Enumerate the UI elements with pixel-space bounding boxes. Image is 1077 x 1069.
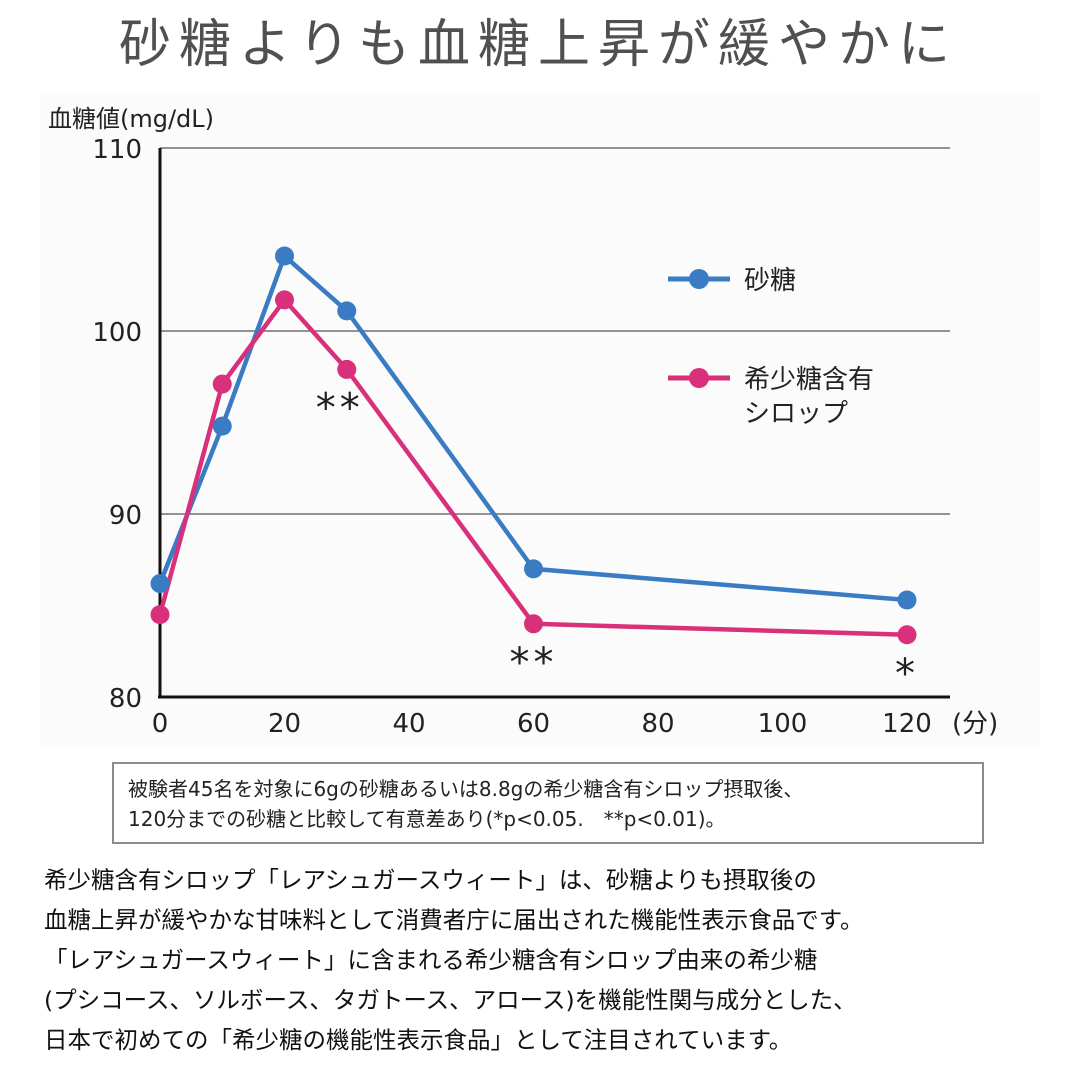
y-tick-label: 90	[109, 501, 142, 531]
data-point-series-1	[337, 301, 357, 321]
x-tick-label: 0	[152, 709, 169, 739]
data-point-series-1	[212, 416, 232, 436]
x-tick-label: 120	[882, 709, 932, 739]
data-point-series-2	[897, 625, 917, 645]
x-axis-label: (分)	[952, 709, 998, 739]
significance-mark: *	[895, 651, 919, 697]
data-point-series-2	[150, 605, 170, 625]
legend-marker-1	[689, 269, 709, 289]
x-tick-label: 60	[517, 709, 550, 739]
data-point-series-1	[150, 574, 170, 594]
significance-mark: **	[510, 640, 558, 686]
significance-mark: **	[316, 385, 364, 431]
description-line-3: 「レアシュガースウィート」に含まれる希少糖含有シロップ由来の希少糖	[44, 946, 818, 974]
x-tick-label: 20	[268, 709, 301, 739]
description: 希少糖含有シロップ「レアシュガースウィート」は、砂糖よりも摂取後の 血糖上昇が緩…	[44, 860, 1064, 1060]
legend-marker-2	[689, 368, 709, 388]
legend-label-2-a: 希少糖含有	[744, 365, 874, 395]
description-line-4: (プシコース、ソルボース、タガトース、アロース)を機能性関与成分とした、	[44, 986, 857, 1014]
series-line-2	[157, 297, 908, 638]
x-tick-label: 80	[641, 709, 674, 739]
data-point-series-2	[337, 359, 357, 379]
x-tick-label: 40	[392, 709, 425, 739]
y-tick-label: 110	[92, 135, 142, 165]
y-axis-label: 血糖値(mg/dL)	[48, 105, 214, 133]
note-line-2: 120分までの砂糖と比較して有意差あり(*p<0.05. **p<0.01)。	[128, 807, 726, 831]
series-line-1	[157, 253, 908, 603]
page-title: 砂糖よりも血糖上昇が緩やかに	[119, 15, 958, 75]
description-line-2: 血糖上昇が緩やかな甘味料として消費者庁に届出された機能性表示食品です。	[44, 906, 864, 934]
x-tick-label: 100	[758, 709, 808, 739]
description-line-1: 希少糖含有シロップ「レアシュガースウィート」は、砂糖よりも摂取後の	[44, 866, 817, 894]
chart-background	[40, 95, 1040, 745]
data-point-series-1	[524, 559, 543, 579]
data-point-series-2	[212, 374, 232, 394]
data-point-series-1	[275, 246, 294, 266]
data-point-series-2	[524, 614, 543, 634]
note-line-1: 被験者45名を対象に6gの砂糖あるいは8.8gの希少糖含有シロップ摂取後、	[128, 777, 804, 801]
description-line-5: 日本で初めての「希少糖の機能性表示食品」として注目されています。	[44, 1026, 793, 1054]
y-tick-label: 100	[92, 318, 142, 348]
legend-label-2-b: シロップ	[744, 399, 848, 429]
y-tick-label: 80	[109, 684, 142, 714]
data-point-series-2	[275, 290, 294, 310]
chart: 血糖値(mg/dL) (分) 80 90 100 110 0 20 40 60 80 100 120…	[40, 95, 1040, 745]
data-point-series-1	[897, 590, 917, 610]
note-box: 被験者45名を対象に6gの砂糖あるいは8.8gの希少糖含有シロップ摂取後、 12…	[112, 762, 984, 844]
legend-label-1: 砂糖	[744, 266, 796, 296]
